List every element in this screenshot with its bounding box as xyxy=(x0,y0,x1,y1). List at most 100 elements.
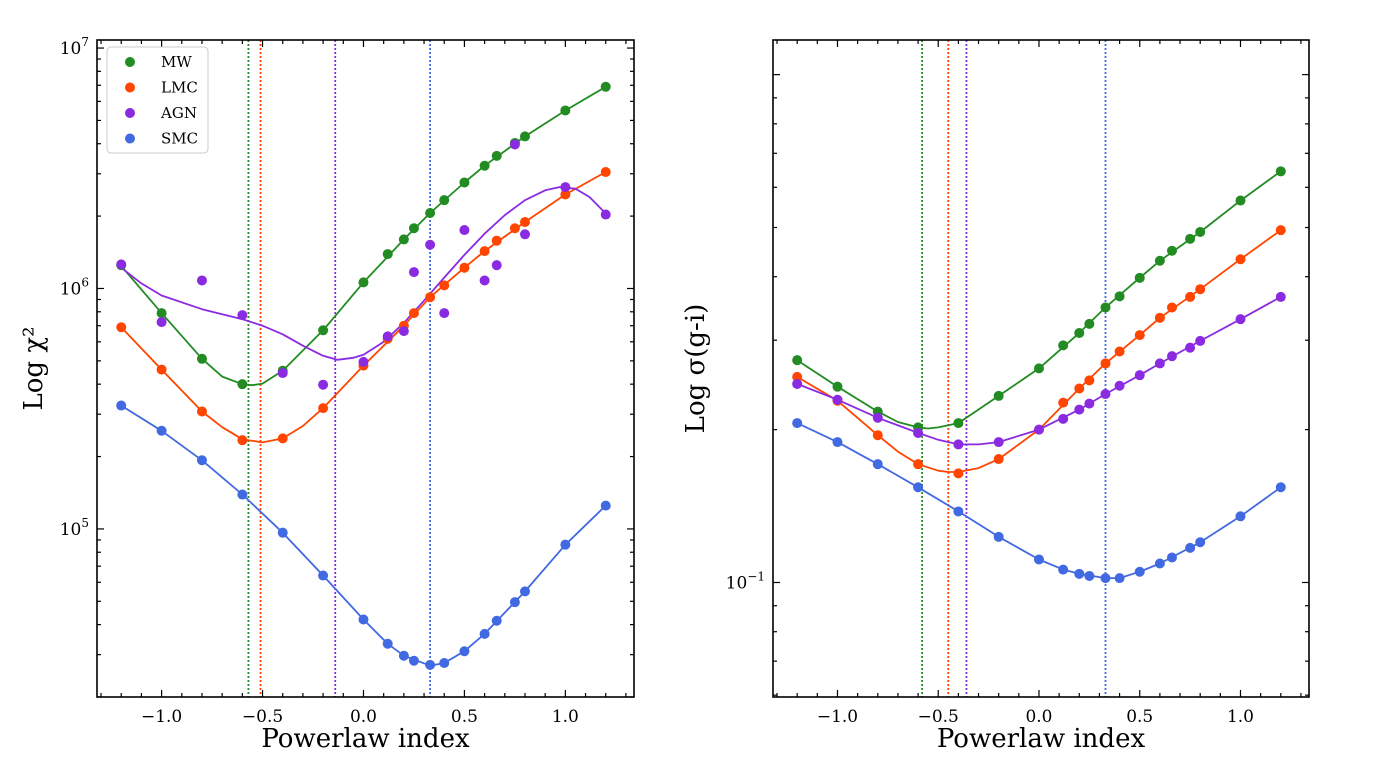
agn-data-point xyxy=(1166,351,1177,362)
mw-data-point xyxy=(1074,327,1085,338)
agn-legend-label: AGN xyxy=(160,104,197,122)
x-tick-label: 0.5 xyxy=(451,707,478,727)
agn-data-point xyxy=(1185,342,1196,353)
agn-data-point xyxy=(792,378,803,389)
agn-data-point xyxy=(1134,370,1145,381)
mw-data-point xyxy=(1114,291,1125,302)
plot-frame xyxy=(772,39,1310,698)
smc-data-point xyxy=(358,614,369,625)
mw-data-point xyxy=(1195,226,1206,237)
mw-data-point xyxy=(832,381,843,392)
lmc-data-point xyxy=(237,435,248,446)
mw-data-point xyxy=(439,195,450,206)
lmc-data-point xyxy=(953,468,964,479)
y-tick-label: 10−1 xyxy=(726,569,765,593)
lmc-data-point xyxy=(1195,284,1206,295)
smc-data-point xyxy=(953,506,964,517)
agn-data-point xyxy=(439,308,450,319)
mw-data-point xyxy=(1084,318,1095,329)
chi2-panel: −1.0 −0.5 0.0 0.5 1.0 105 106 107 Powerlaw index… xyxy=(19,35,635,754)
agn-data-point xyxy=(318,379,329,390)
smc-data-point xyxy=(913,482,924,493)
smc-data-point xyxy=(237,489,248,500)
agn-data-point xyxy=(1074,404,1085,415)
smc-data-point xyxy=(398,650,409,661)
smc-data-point xyxy=(1100,573,1111,584)
mw-data-point xyxy=(1275,166,1286,177)
x-tick-label: 1.0 xyxy=(552,707,579,727)
lmc-data-point xyxy=(277,433,288,444)
lmc-data-point xyxy=(479,246,490,257)
smc-data-point xyxy=(408,655,419,666)
lmc-data-point xyxy=(509,223,520,234)
smc-data-point xyxy=(277,527,288,538)
smc-data-point xyxy=(425,659,436,670)
lmc-data-point xyxy=(1275,225,1286,236)
smc-data-point xyxy=(993,531,1004,542)
sigma-gi-panel: −1.0 −0.5 0.0 0.5 1.0 10−1 Powerlaw index Log σ… xyxy=(681,39,1310,754)
x-axis-label: Powerlaw index xyxy=(937,724,1146,754)
agn-data-point xyxy=(1058,413,1069,424)
agn-data-point xyxy=(560,182,571,193)
lmc-fit-curve xyxy=(796,229,1282,473)
lmc-data-point xyxy=(1134,330,1145,341)
agn-data-point xyxy=(1154,358,1165,369)
lmc-data-point xyxy=(1058,397,1069,408)
mw-data-point xyxy=(398,234,409,245)
agn-data-point xyxy=(358,356,369,367)
lmc-data-point xyxy=(116,322,127,333)
smc-data-point xyxy=(1195,537,1206,548)
smc-data-point xyxy=(1033,554,1044,565)
smc-fit-curve xyxy=(120,404,607,667)
lmc-data-point xyxy=(560,189,571,200)
agn-data-point xyxy=(425,239,436,250)
smc-data-point xyxy=(872,459,883,470)
plot-frame xyxy=(96,39,635,698)
legend: MW LMC AGN SMC xyxy=(106,46,209,154)
lmc-data-point xyxy=(425,292,436,303)
x-tick-label: 0.0 xyxy=(1025,707,1052,727)
agn-data-point xyxy=(509,139,520,150)
agn-data-point xyxy=(196,275,207,286)
mw-data-point xyxy=(479,160,490,171)
x-tick-label: −0.5 xyxy=(242,707,283,727)
smc-data-point xyxy=(1134,566,1145,577)
lmc-data-point xyxy=(196,406,207,417)
smc-data-point xyxy=(1058,564,1069,575)
mw-data-point xyxy=(318,325,329,336)
agn-data-point xyxy=(459,225,470,236)
smc-data-point xyxy=(439,657,450,668)
mw-data-point xyxy=(1166,245,1177,256)
lmc-data-point xyxy=(1166,302,1177,313)
lmc-data-point xyxy=(1114,346,1125,357)
y-tick-label: 106 xyxy=(60,275,89,299)
agn-data-point xyxy=(408,267,419,278)
mw-data-point xyxy=(425,208,436,219)
agn-fit-curve xyxy=(120,186,607,361)
mw-data-point xyxy=(491,150,502,161)
smc-data-point xyxy=(792,418,803,429)
mw-data-point xyxy=(196,353,207,364)
smc-legend-marker xyxy=(125,133,135,144)
smc-data-point xyxy=(1074,568,1085,579)
smc-data-point xyxy=(196,455,207,466)
lmc-data-point xyxy=(600,167,611,178)
mw-data-point xyxy=(1100,302,1111,313)
smc-data-point xyxy=(1166,552,1177,563)
smc-data-point xyxy=(116,400,127,411)
lmc-data-point xyxy=(1154,312,1165,323)
lmc-data-point xyxy=(491,235,502,246)
mw-data-point xyxy=(1033,363,1044,374)
lmc-data-point xyxy=(872,430,883,441)
x-tick-label: −1.0 xyxy=(817,707,858,727)
agn-data-point xyxy=(1195,335,1206,346)
mw-data-point xyxy=(408,223,419,234)
lmc-data-point xyxy=(792,371,803,382)
smc-data-point xyxy=(479,628,490,639)
lmc-data-point xyxy=(439,280,450,291)
agn-data-point xyxy=(1235,314,1246,325)
mw-data-point xyxy=(358,277,369,288)
mw-legend-marker xyxy=(125,57,135,67)
agn-data-point xyxy=(832,394,843,405)
